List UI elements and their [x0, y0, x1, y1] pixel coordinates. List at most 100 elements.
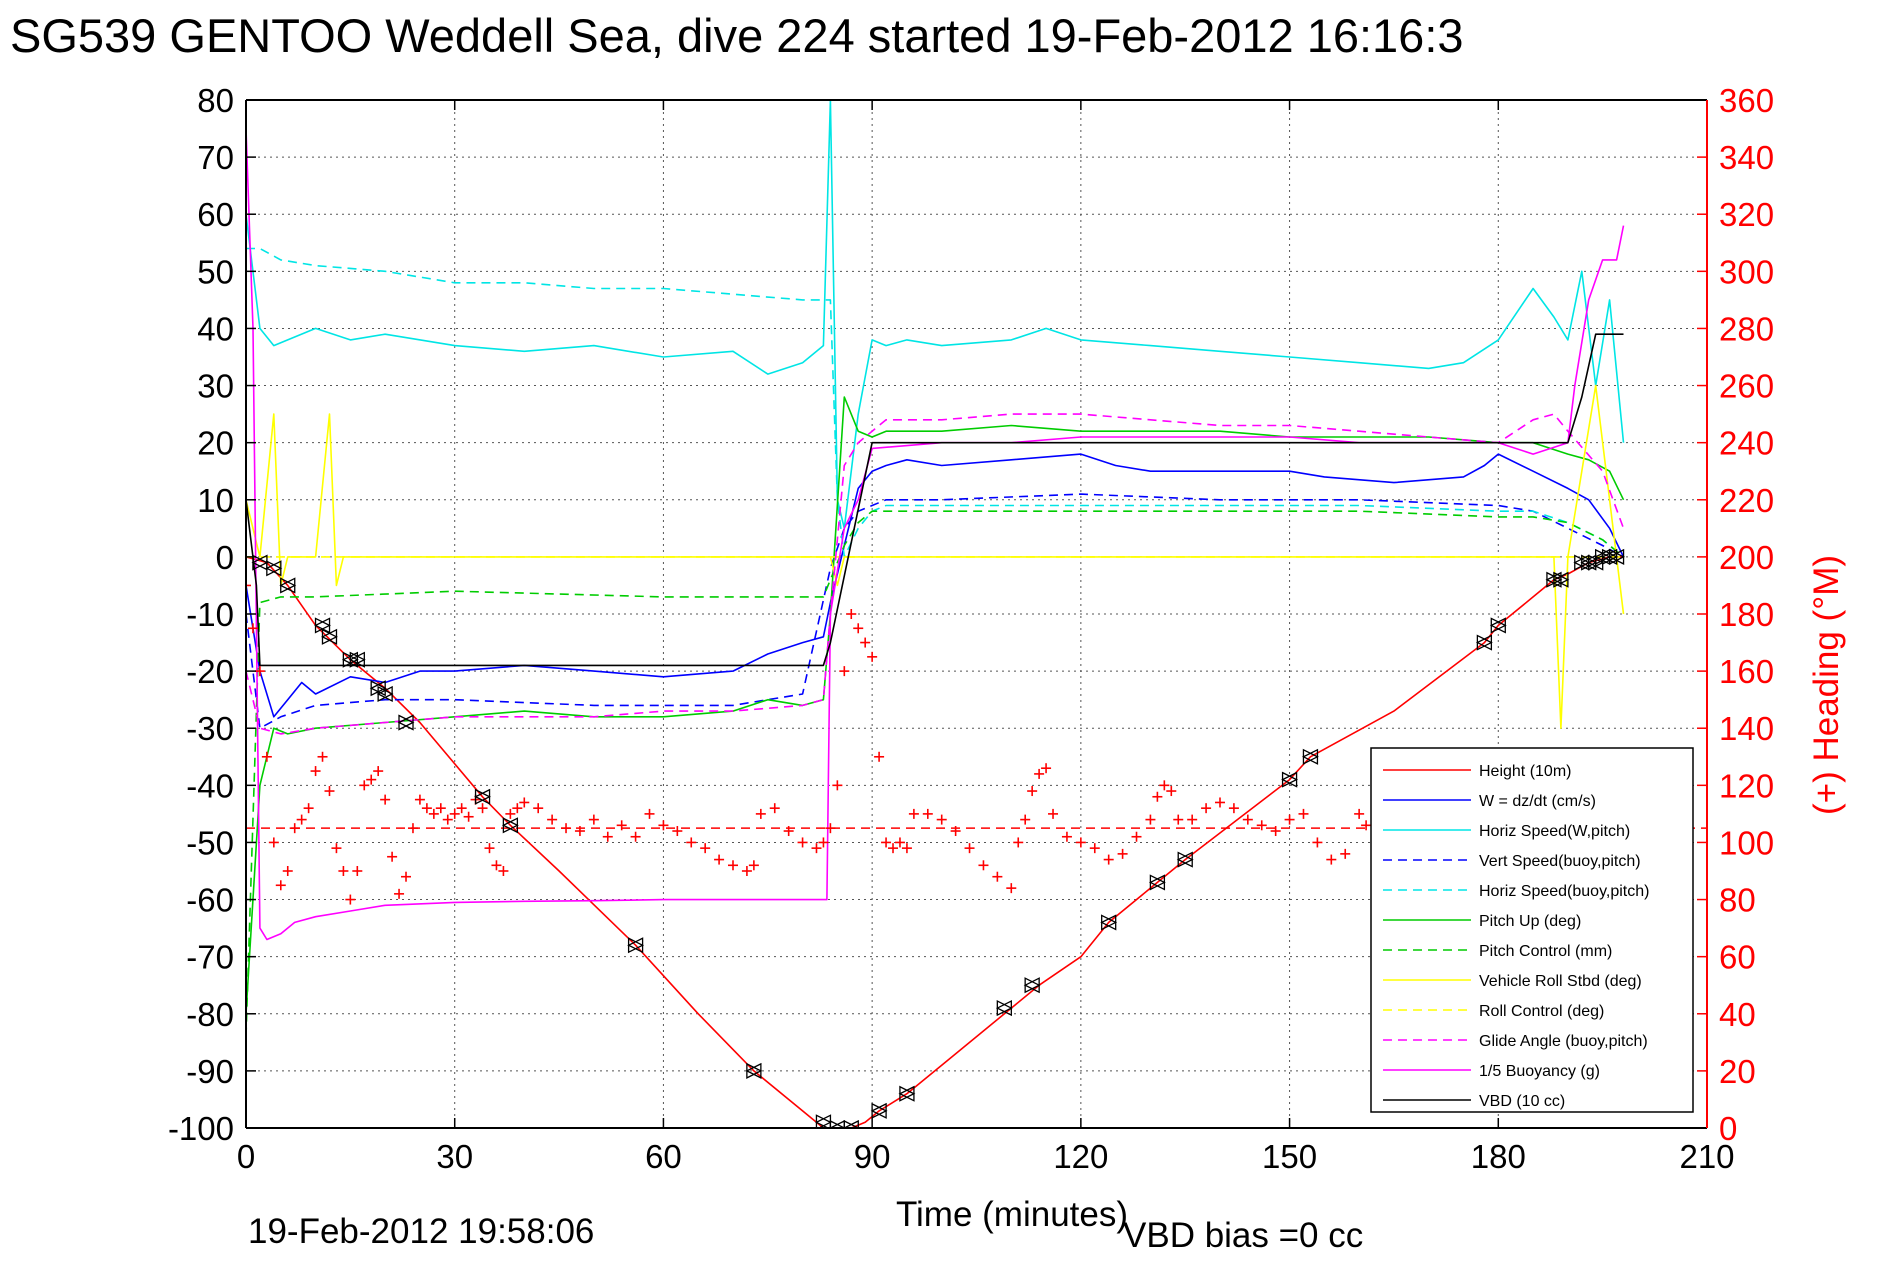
depth-marker [348, 651, 366, 668]
heading-marker [338, 866, 349, 876]
y2-tick-label: 300 [1719, 253, 1774, 290]
x-tick-label: 0 [237, 1138, 255, 1175]
y-tick-label: 70 [197, 139, 234, 176]
heading-marker [456, 803, 467, 814]
legend-label-0: Height (10m) [1479, 763, 1571, 780]
x-tick-label: 60 [645, 1138, 682, 1175]
y-tick-label: -70 [186, 939, 234, 976]
y2-tick-label: 320 [1719, 196, 1774, 233]
heading-marker [442, 814, 453, 825]
y2-tick-label: 360 [1719, 82, 1774, 119]
heading-marker [867, 651, 878, 662]
depth-marker [828, 1119, 846, 1128]
heading-marker [261, 751, 272, 762]
vbd-bias-footer: VBD bias =0 cc [1123, 1216, 1363, 1255]
heading-marker [588, 814, 599, 825]
heading-marker [922, 808, 933, 819]
legend-label-2: Horiz Speed(W,pitch) [1479, 823, 1630, 840]
heading-marker [505, 808, 516, 819]
depth-marker [842, 1119, 860, 1128]
depth-marker [898, 1085, 916, 1102]
heading-marker [1173, 814, 1184, 825]
y-tick-label: -50 [186, 824, 234, 861]
y-tick-label: 40 [197, 310, 234, 347]
heading-marker [331, 843, 342, 854]
heading-marker [421, 803, 432, 814]
depth-marker [1608, 548, 1626, 565]
heading-marker [1228, 803, 1239, 814]
y2-tick-label: 100 [1719, 824, 1774, 861]
heading-marker [1145, 814, 1156, 825]
heading-marker [769, 803, 780, 814]
heading-marker [373, 766, 384, 777]
depth-marker [376, 685, 394, 703]
heading-marker [1187, 814, 1198, 825]
heading-marker [1013, 837, 1024, 848]
x-tick-label: 210 [1679, 1138, 1734, 1175]
heading-marker [1103, 854, 1114, 865]
depth-marker [314, 617, 331, 634]
heading-marker [616, 820, 627, 831]
y-tick-label: -10 [186, 596, 234, 633]
heading-marker [1242, 814, 1253, 825]
heading-marker [324, 786, 335, 797]
heading-marker [1117, 848, 1128, 859]
heading-marker [247, 623, 258, 634]
heading-marker [1340, 848, 1351, 859]
heading-marker [783, 826, 794, 837]
heading-marker [1326, 854, 1337, 865]
legend-label-7: Vehicle Roll Stbd (deg) [1479, 973, 1642, 990]
heading-marker [282, 866, 293, 876]
heading-marker [310, 766, 321, 777]
heading-marker [1312, 837, 1323, 848]
heading-marker [686, 837, 697, 848]
heading-marker [547, 814, 558, 825]
heading-marker [498, 866, 509, 876]
heading-marker [644, 808, 655, 819]
heading-marker [289, 823, 300, 834]
heading-marker [818, 837, 829, 848]
heading-marker [846, 609, 857, 619]
heading-marker [1354, 808, 1365, 819]
heading-marker [992, 871, 1003, 882]
y-tick-label: -100 [168, 1110, 234, 1147]
heading-marker [755, 808, 766, 819]
y2-tick-label: 260 [1719, 368, 1774, 405]
y-tick-label: 30 [197, 368, 234, 405]
y2-tick-label: 140 [1719, 710, 1774, 747]
series-line-6 [246, 510, 1625, 1037]
x-tick-label: 120 [1053, 1138, 1108, 1175]
heading-marker [1027, 786, 1038, 797]
heading-marker [728, 860, 738, 871]
depth-marker [870, 1102, 888, 1119]
depth-marker [279, 577, 297, 594]
heading-marker [1131, 831, 1142, 842]
x-tick-label: 150 [1262, 1138, 1317, 1175]
heading-marker [602, 831, 613, 842]
heading-marker [860, 637, 871, 648]
heading-marker [901, 843, 912, 854]
heading-marker [303, 803, 314, 814]
heading-marker [435, 803, 446, 814]
heading-marker [1152, 791, 1163, 802]
heading-marker [1034, 768, 1045, 779]
depth-marker [627, 937, 645, 954]
heading-marker [533, 803, 544, 814]
heading-marker [1048, 808, 1059, 819]
heading-marker [574, 826, 585, 837]
legend: Height (10m) W = dz/dt (cm/s) Horiz Speed(… [1370, 747, 1694, 1113]
heading-marker [414, 794, 425, 805]
heading-marker [936, 814, 947, 825]
depth-marker [1148, 874, 1166, 891]
heading-marker [561, 823, 572, 834]
heading-marker [658, 820, 669, 831]
y2-tick-label: 0 [1719, 1110, 1737, 1147]
series-line-1 [246, 453, 1625, 718]
y-tick-label: 80 [197, 82, 234, 119]
depth-marker [501, 817, 519, 834]
heading-marker [748, 860, 759, 871]
depth-marker [397, 714, 415, 731]
heading-marker [366, 774, 377, 785]
y-tick-label: 60 [197, 196, 234, 233]
heading-marker [1166, 786, 1177, 797]
